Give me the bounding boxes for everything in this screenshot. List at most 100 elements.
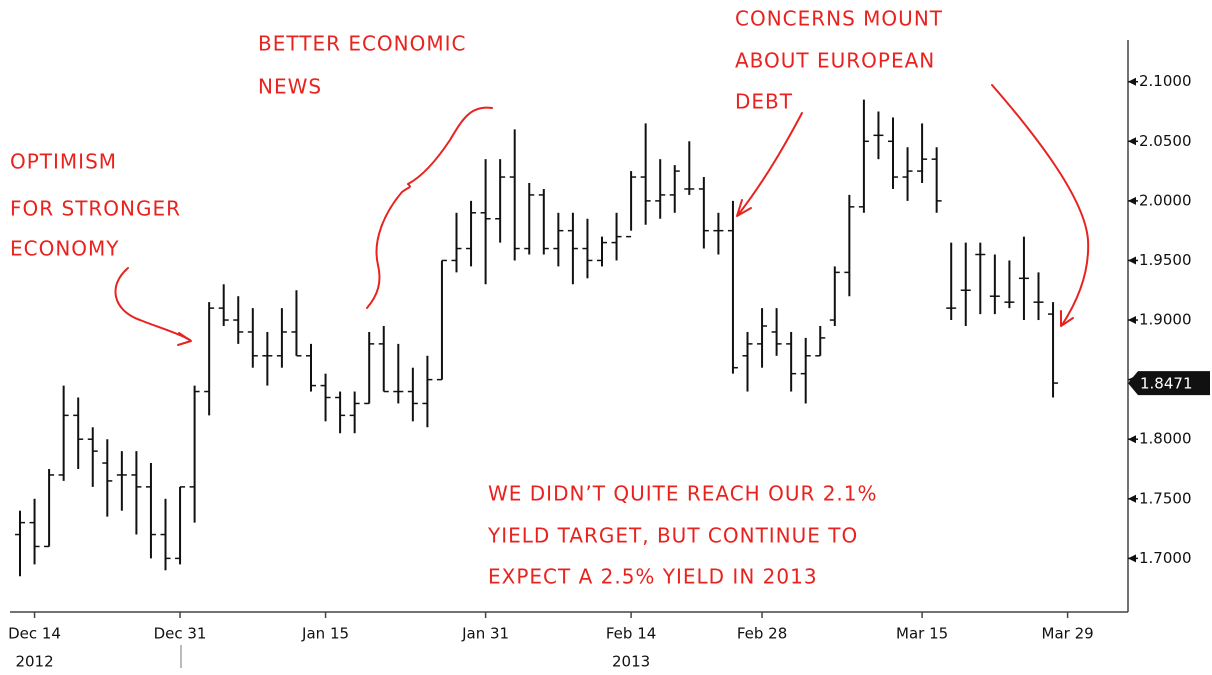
ohlc-bar bbox=[960, 242, 971, 326]
ohlc-bar bbox=[349, 391, 360, 434]
ohlc-bar bbox=[888, 117, 898, 189]
annotation-text: WE DIDN’T QUITE REACH OUR 2.1% bbox=[488, 482, 878, 506]
ohlc-bar bbox=[1033, 272, 1044, 321]
ohlc-bar bbox=[786, 331, 797, 392]
ohlc-bar bbox=[538, 188, 549, 255]
ohlc-bar bbox=[917, 123, 928, 183]
ohlc-bar bbox=[189, 385, 200, 523]
ohlc-bar bbox=[102, 439, 113, 517]
ohlc-bar bbox=[247, 308, 258, 368]
annotation-text: EXPECT A 2.5% YIELD IN 2013 bbox=[488, 565, 818, 589]
ohlc-bar bbox=[567, 212, 578, 285]
ohlc-bar bbox=[873, 111, 884, 160]
annotation-text: FOR STRONGER bbox=[10, 197, 181, 221]
brace-better-news bbox=[366, 106, 493, 309]
y-tick-label: 1.9500 bbox=[1139, 251, 1192, 269]
ohlc-bar bbox=[509, 129, 520, 261]
arrow-right bbox=[991, 84, 1090, 326]
y-tick-label: 2.0000 bbox=[1139, 191, 1192, 209]
ohlc-bar bbox=[582, 218, 593, 279]
x-year-label: 2012 bbox=[15, 653, 53, 671]
ohlc-bar bbox=[145, 463, 156, 559]
x-tick-label: Feb 28 bbox=[737, 625, 787, 643]
annotation-text: NEWS bbox=[258, 75, 322, 99]
x-tick-label: Dec 14 bbox=[8, 625, 61, 643]
ohlc-bar bbox=[15, 510, 25, 577]
ohlc-bar bbox=[553, 212, 564, 267]
ohlc-bar bbox=[480, 159, 491, 285]
annotation-text: DEBT bbox=[735, 90, 793, 114]
ohlc-bar bbox=[364, 331, 375, 405]
last-price-label: 1.8471 bbox=[1140, 375, 1193, 393]
ohlc-bar bbox=[669, 165, 680, 213]
ohlc-bar bbox=[698, 177, 709, 249]
annotation-text: ECONOMY bbox=[10, 237, 120, 261]
ohlc-bar bbox=[524, 183, 535, 255]
ohlc-bar bbox=[407, 367, 418, 422]
ohlc-bar bbox=[160, 498, 171, 571]
ohlc-bar bbox=[727, 200, 738, 374]
y-tick-label: 2.1000 bbox=[1139, 72, 1192, 90]
ohlc-bar bbox=[989, 254, 1000, 315]
ohlc-bar bbox=[800, 337, 811, 404]
ohlc-bar bbox=[233, 296, 244, 344]
y-tick-label: 2.0500 bbox=[1139, 132, 1192, 150]
x-tick-label: Jan 15 bbox=[301, 625, 349, 643]
ohlc-bar bbox=[655, 159, 666, 219]
ohlc-bar bbox=[815, 326, 826, 357]
ohlc-bar bbox=[742, 331, 753, 392]
annotation-text: CONCERNS MOUNT bbox=[735, 7, 943, 31]
y-tick-label: 1.7000 bbox=[1139, 549, 1192, 567]
ohlc-bar bbox=[291, 290, 302, 357]
ohlc-bar bbox=[713, 212, 724, 255]
ohlc-bar bbox=[335, 391, 346, 434]
ohlc-bar bbox=[858, 99, 869, 213]
ohlc-bar bbox=[422, 355, 433, 428]
ohlc-bar bbox=[931, 147, 942, 213]
x-tick-label: Feb 14 bbox=[606, 625, 656, 643]
ohlc-bar bbox=[902, 147, 913, 201]
x-tick-label: Dec 31 bbox=[154, 625, 207, 643]
ohlc-bar bbox=[204, 302, 215, 416]
ohlc-bar bbox=[175, 486, 186, 565]
ohlc-bar bbox=[1048, 302, 1059, 398]
annotation-text: BETTER ECONOMIC bbox=[258, 32, 467, 56]
ohlc-bar bbox=[771, 308, 782, 356]
ohlc-bar bbox=[829, 266, 840, 326]
arrow-head bbox=[177, 332, 192, 346]
arrow-optimism bbox=[114, 267, 191, 341]
ohlc-bar bbox=[466, 200, 477, 267]
ohlc-bar bbox=[684, 141, 695, 195]
ohlc-bar bbox=[262, 331, 273, 386]
ohlc-bar bbox=[495, 159, 506, 243]
ohlc-bar bbox=[218, 284, 229, 326]
arrow-concerns bbox=[737, 112, 803, 216]
ohlc-bar bbox=[58, 385, 69, 481]
annotation-text: ABOUT EUROPEAN bbox=[735, 49, 935, 73]
ohlc-bar bbox=[844, 194, 855, 297]
ohlc-bar bbox=[378, 326, 389, 393]
ohlc-bar bbox=[131, 451, 142, 535]
x-tick-label: Jan 31 bbox=[461, 625, 509, 643]
ohlc-bar bbox=[640, 123, 651, 225]
ohlc-bar bbox=[975, 242, 986, 315]
arrow-head bbox=[736, 199, 752, 217]
ohlc-bar bbox=[116, 451, 127, 511]
x-tick-label: Mar 29 bbox=[1042, 625, 1094, 643]
ohlc-bar bbox=[611, 212, 622, 261]
y-tick-label: 1.9000 bbox=[1139, 311, 1192, 329]
ohlc-bar bbox=[29, 498, 40, 565]
ohlc-bar bbox=[73, 397, 84, 469]
ohlc-bar bbox=[757, 308, 768, 368]
last-price-flag bbox=[1128, 371, 1210, 396]
arrow-head bbox=[1060, 310, 1074, 327]
ohlc-bar bbox=[87, 427, 98, 487]
x-tick-label: Mar 15 bbox=[896, 625, 948, 643]
ohlc-bar bbox=[276, 308, 287, 368]
annotation-text: YIELD TARGET, BUT CONTINUE TO bbox=[487, 524, 858, 548]
y-tick-label: 1.7500 bbox=[1139, 489, 1192, 507]
ohlc-bar bbox=[306, 343, 316, 392]
y-tick-label: 1.8000 bbox=[1139, 430, 1192, 448]
ohlc-bar bbox=[436, 259, 447, 381]
